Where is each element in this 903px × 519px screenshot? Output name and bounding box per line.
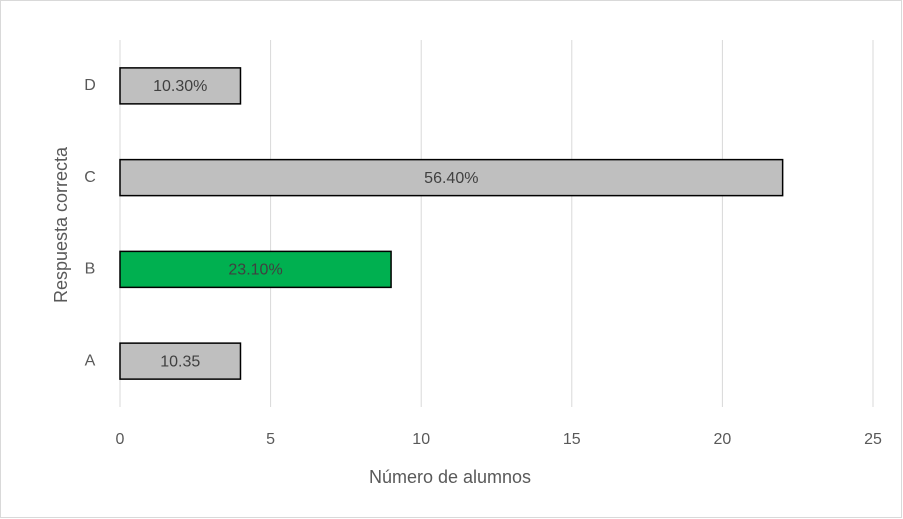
bar: [119, 342, 242, 380]
x-tick-label: 15: [563, 431, 581, 448]
x-tick-label: 0: [116, 431, 125, 448]
x-tick-label: 10: [412, 431, 430, 448]
bar: [119, 250, 392, 289]
bar: [119, 67, 242, 105]
data-label: 23.10%: [228, 262, 282, 279]
x-tick-label: 5: [266, 431, 275, 448]
x-tick-label: 20: [714, 431, 732, 448]
x-tick-label: 25: [864, 431, 882, 448]
bar: [119, 158, 784, 197]
data-label: 56.40%: [424, 170, 478, 187]
y-tick-label: A: [85, 352, 96, 369]
x-axis-title: Número de alumnos: [369, 467, 531, 487]
y-tick-label: C: [84, 169, 96, 186]
y-axis-title: Respuesta correcta: [51, 146, 71, 303]
data-label: 10.35: [160, 353, 200, 370]
y-tick-label: D: [84, 77, 96, 94]
data-label: 10.30%: [153, 78, 207, 95]
y-tick-label: B: [85, 261, 96, 278]
